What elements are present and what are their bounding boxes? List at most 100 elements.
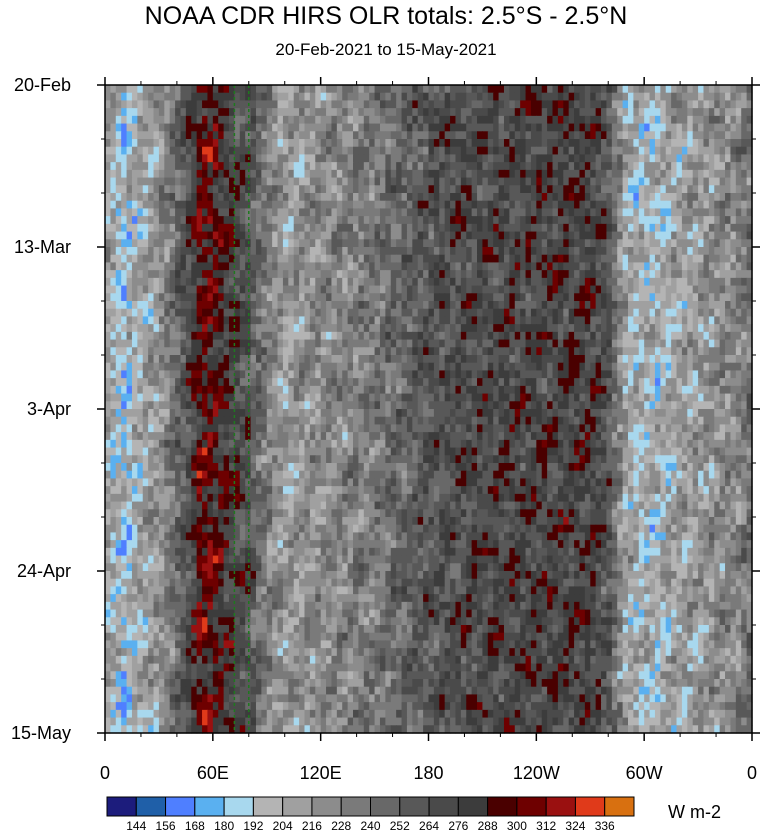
- heatmap-cell: [568, 362, 575, 372]
- heatmap-cell: [552, 92, 559, 102]
- heatmap-cell: [379, 247, 386, 256]
- heatmap-cell: [406, 378, 413, 387]
- heatmap-cell: [142, 200, 149, 210]
- heatmap-cell: [525, 92, 532, 102]
- heatmap-cell: [115, 316, 122, 325]
- heatmap-cell: [218, 254, 225, 264]
- heatmap-cell: [185, 370, 192, 379]
- heatmap-cell: [579, 301, 586, 310]
- heatmap-cell: [735, 85, 742, 94]
- heatmap-cell: [336, 378, 343, 387]
- heatmap-cell: [304, 108, 311, 117]
- heatmap-cell: [342, 123, 349, 132]
- heatmap-cell: [547, 123, 554, 132]
- heatmap-cell: [137, 270, 144, 279]
- heatmap-cell: [261, 223, 268, 233]
- heatmap-cell: [315, 154, 322, 163]
- heatmap-cell: [601, 177, 608, 186]
- heatmap-cell: [439, 185, 446, 194]
- heatmap-cell: [353, 115, 360, 125]
- heatmap-cell: [498, 339, 505, 348]
- heatmap-cell: [121, 92, 128, 102]
- heatmap-cell: [601, 169, 608, 179]
- heatmap-cell: [169, 331, 176, 341]
- heatmap-cell: [622, 254, 629, 264]
- heatmap-cell: [417, 169, 424, 179]
- heatmap-cell: [590, 208, 597, 217]
- heatmap-cell: [514, 108, 521, 117]
- heatmap-cell: [730, 169, 737, 179]
- heatmap-cell: [444, 277, 451, 287]
- heatmap-cell: [293, 331, 300, 341]
- heatmap-cell: [153, 154, 160, 163]
- heatmap-cell: [417, 123, 424, 132]
- heatmap-cell: [137, 370, 144, 379]
- heatmap-cell: [153, 362, 160, 372]
- heatmap-cell: [498, 223, 505, 233]
- heatmap-cell: [471, 146, 478, 156]
- heatmap-cell: [417, 100, 424, 109]
- heatmap-cell: [234, 100, 241, 109]
- heatmap-cell: [131, 254, 138, 264]
- heatmap-cell: [627, 193, 634, 202]
- heatmap-cell: [579, 262, 586, 271]
- heatmap-cell: [698, 254, 705, 264]
- heatmap-cell: [477, 185, 484, 194]
- heatmap-cell: [374, 200, 381, 210]
- heatmap-cell: [239, 308, 246, 318]
- heatmap-cell: [719, 115, 726, 125]
- heatmap-cell: [336, 293, 343, 302]
- heatmap-cell: [223, 385, 230, 395]
- heatmap-cell: [331, 239, 338, 248]
- heatmap-cell: [261, 254, 268, 264]
- heatmap-cell: [746, 347, 753, 356]
- heatmap-cell: [175, 177, 182, 186]
- heatmap-cell: [255, 262, 262, 271]
- heatmap-cell: [315, 146, 322, 156]
- heatmap-cell: [331, 331, 338, 341]
- heatmap-cell: [299, 355, 306, 364]
- heatmap-cell: [406, 254, 413, 264]
- heatmap-cell: [272, 324, 279, 333]
- heatmap-cell: [202, 355, 209, 364]
- heatmap-cell: [336, 277, 343, 287]
- heatmap-cell: [347, 285, 354, 294]
- heatmap-cell: [282, 115, 289, 125]
- heatmap-cell: [347, 154, 354, 163]
- heatmap-cell: [142, 347, 149, 356]
- heatmap-cell: [417, 208, 424, 217]
- heatmap-cell: [574, 339, 581, 348]
- heatmap-cell: [169, 401, 176, 410]
- heatmap-cell: [520, 185, 527, 194]
- heatmap-cell: [719, 85, 726, 94]
- heatmap-cell: [202, 347, 209, 356]
- heatmap-cell: [207, 331, 214, 341]
- heatmap-cell: [450, 262, 457, 271]
- heatmap-cell: [725, 216, 732, 225]
- heatmap-cell: [595, 216, 602, 225]
- heatmap-cell: [595, 277, 602, 287]
- heatmap-cell: [627, 200, 634, 210]
- heatmap-cell: [385, 293, 392, 302]
- heatmap-cell: [471, 339, 478, 348]
- heatmap-cell: [304, 185, 311, 194]
- heatmap-cell: [606, 270, 613, 279]
- heatmap-cell: [401, 154, 408, 163]
- heatmap-cell: [552, 339, 559, 348]
- heatmap-cell: [347, 362, 354, 372]
- heatmap-cell: [379, 254, 386, 264]
- heatmap-cell: [412, 339, 419, 348]
- heatmap-cell: [617, 100, 624, 109]
- heatmap-cell: [735, 378, 742, 387]
- heatmap-cell: [169, 316, 176, 325]
- heatmap-cell: [525, 270, 532, 279]
- heatmap-cell: [331, 92, 338, 102]
- heatmap-cell: [304, 393, 311, 402]
- heatmap-cell: [115, 247, 122, 256]
- heatmap-cell: [617, 316, 624, 325]
- heatmap-cell: [735, 331, 742, 341]
- heatmap-cell: [606, 324, 613, 333]
- heatmap-cell: [245, 146, 252, 156]
- heatmap-cell: [547, 378, 554, 387]
- heatmap-cell: [309, 92, 316, 102]
